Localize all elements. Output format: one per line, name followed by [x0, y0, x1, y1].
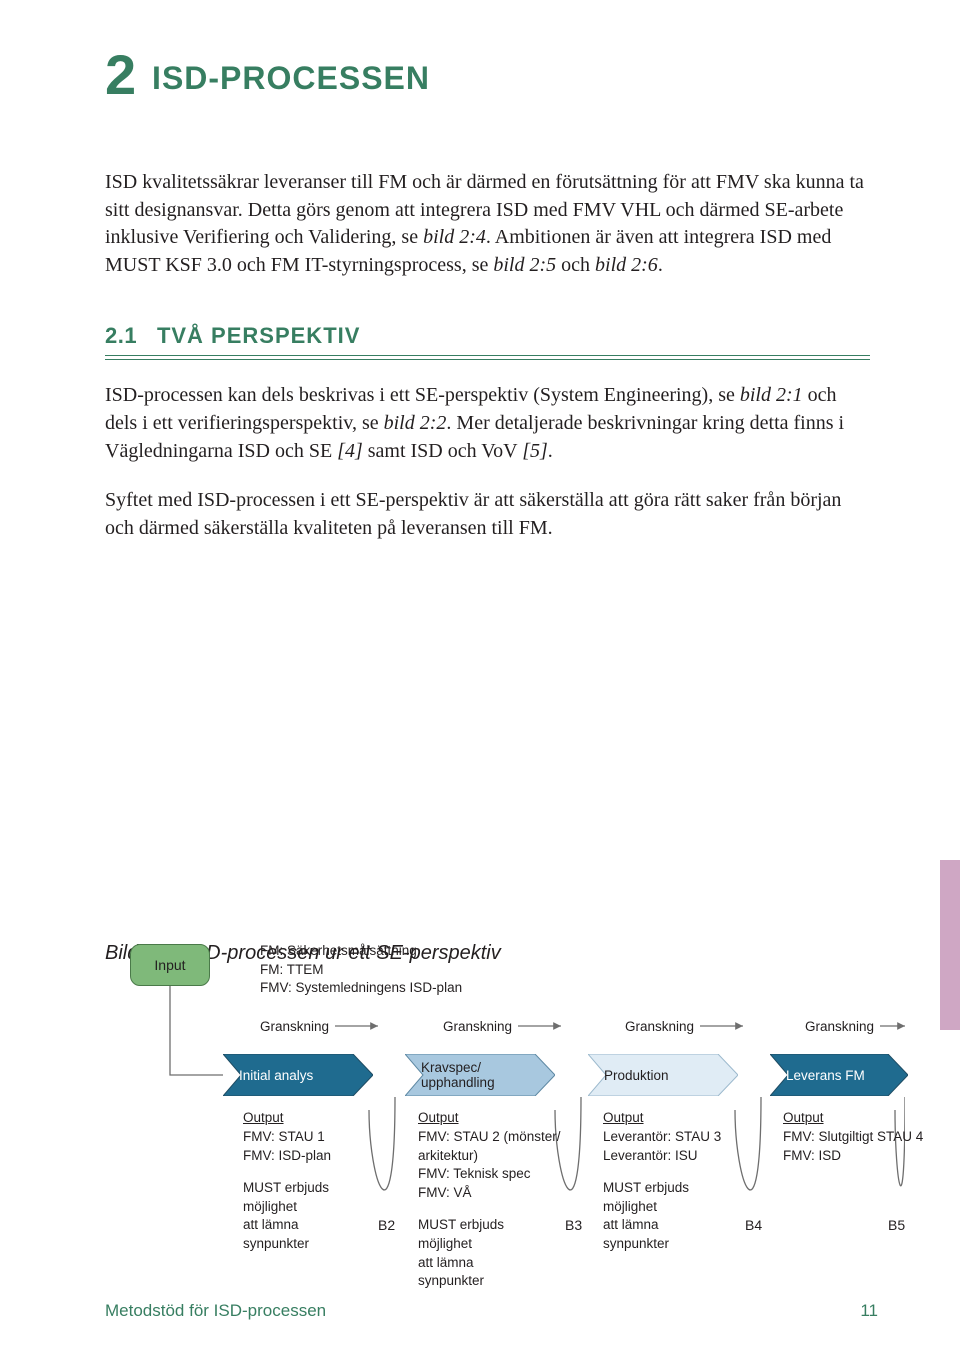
stage-kravspec: Kravspec/ upphandling	[405, 1054, 555, 1096]
output-line: FMV: Teknisk spec	[418, 1165, 593, 1184]
badge-b4: B4	[745, 1217, 762, 1233]
section-number: 2.1	[105, 323, 137, 348]
output-col-2: Output FMV: STAU 2 (mönster/ arkitektur)…	[418, 1109, 593, 1291]
badge-b3: B3	[565, 1217, 582, 1233]
stage-produktion: Produktion	[588, 1054, 738, 1096]
output-line: Leverantör: ISU	[603, 1147, 778, 1166]
input-box: Input	[130, 944, 210, 986]
output-line: arkitektur)	[418, 1147, 593, 1166]
input-list: FM: Säkerhetsmålsättning FM: TTEM FMV: S…	[260, 942, 462, 997]
output-line: Output	[418, 1109, 593, 1128]
stage-label: Produktion	[604, 1054, 669, 1096]
footer-title: Metodstöd för ISD-processen	[105, 1301, 326, 1321]
body-paragraph-1: ISD-processen kan dels beskrivas i ett S…	[105, 382, 870, 465]
output-line: FMV: Slutgiltigt STAU 4	[783, 1128, 958, 1147]
output-line: FMV: STAU 1	[243, 1128, 418, 1147]
badge-b2: B2	[378, 1217, 395, 1233]
input-line: FM: TTEM	[260, 961, 462, 979]
chapter-name: ISD-PROCESSEN	[152, 60, 430, 96]
output-line: Output	[783, 1109, 958, 1128]
stage-row: Initial analys Kravspec/ upphandling Pro…	[105, 1054, 895, 1096]
input-line: FM: Säkerhetsmålsättning	[260, 942, 462, 960]
intro-paragraph: ISD kvalitetssäkrar leveranser till FM o…	[105, 169, 870, 279]
output-line: Output	[243, 1109, 418, 1128]
stage-label: Kravspec/ upphandling	[421, 1054, 495, 1096]
process-diagram: Input FM: Säkerhetsmålsättning FM: TTEM …	[105, 942, 895, 1322]
output-line: Output	[603, 1109, 778, 1128]
section-rule	[105, 355, 870, 360]
output-line: FMV: ISD	[783, 1147, 958, 1166]
chapter-title: 2 ISD-PROCESSEN	[105, 42, 870, 107]
stage-label: Initial analys	[239, 1054, 313, 1096]
granskning-label: Granskning	[625, 1019, 694, 1034]
section-title: TVÅ PERSPEKTIV	[157, 323, 360, 348]
footer-page-number: 11	[860, 1301, 878, 1321]
input-box-label: Input	[154, 957, 185, 973]
stage-leverans: Leverans FM	[770, 1054, 908, 1096]
page-footer: Metodstöd för ISD-processen 11	[105, 1301, 878, 1321]
granskning-label: Granskning	[805, 1019, 874, 1034]
badge-b5: B5	[888, 1217, 905, 1233]
stage-initial-analys: Initial analys	[223, 1054, 373, 1096]
output-line: Leverantör: STAU 3	[603, 1128, 778, 1147]
granskning-label: Granskning	[443, 1019, 512, 1034]
output-line: FMV: VÅ	[418, 1184, 593, 1203]
chapter-number: 2	[105, 43, 137, 106]
body-paragraph-2: Syftet med ISD-processen i ett SE-perspe…	[105, 487, 870, 542]
section-heading: 2.1 TVÅ PERSPEKTIV	[105, 323, 870, 349]
output-line: FMV: STAU 2 (mönster/	[418, 1128, 593, 1147]
input-line: FMV: Systemledningens ISD-plan	[260, 979, 462, 997]
section-tab	[940, 860, 960, 1030]
output-col-4: Output FMV: Slutgiltigt STAU 4 FMV: ISD	[783, 1109, 958, 1165]
stage-label: Leverans FM	[786, 1054, 865, 1096]
granskning-label: Granskning	[260, 1019, 329, 1034]
output-line: FMV: ISD-plan	[243, 1147, 418, 1166]
